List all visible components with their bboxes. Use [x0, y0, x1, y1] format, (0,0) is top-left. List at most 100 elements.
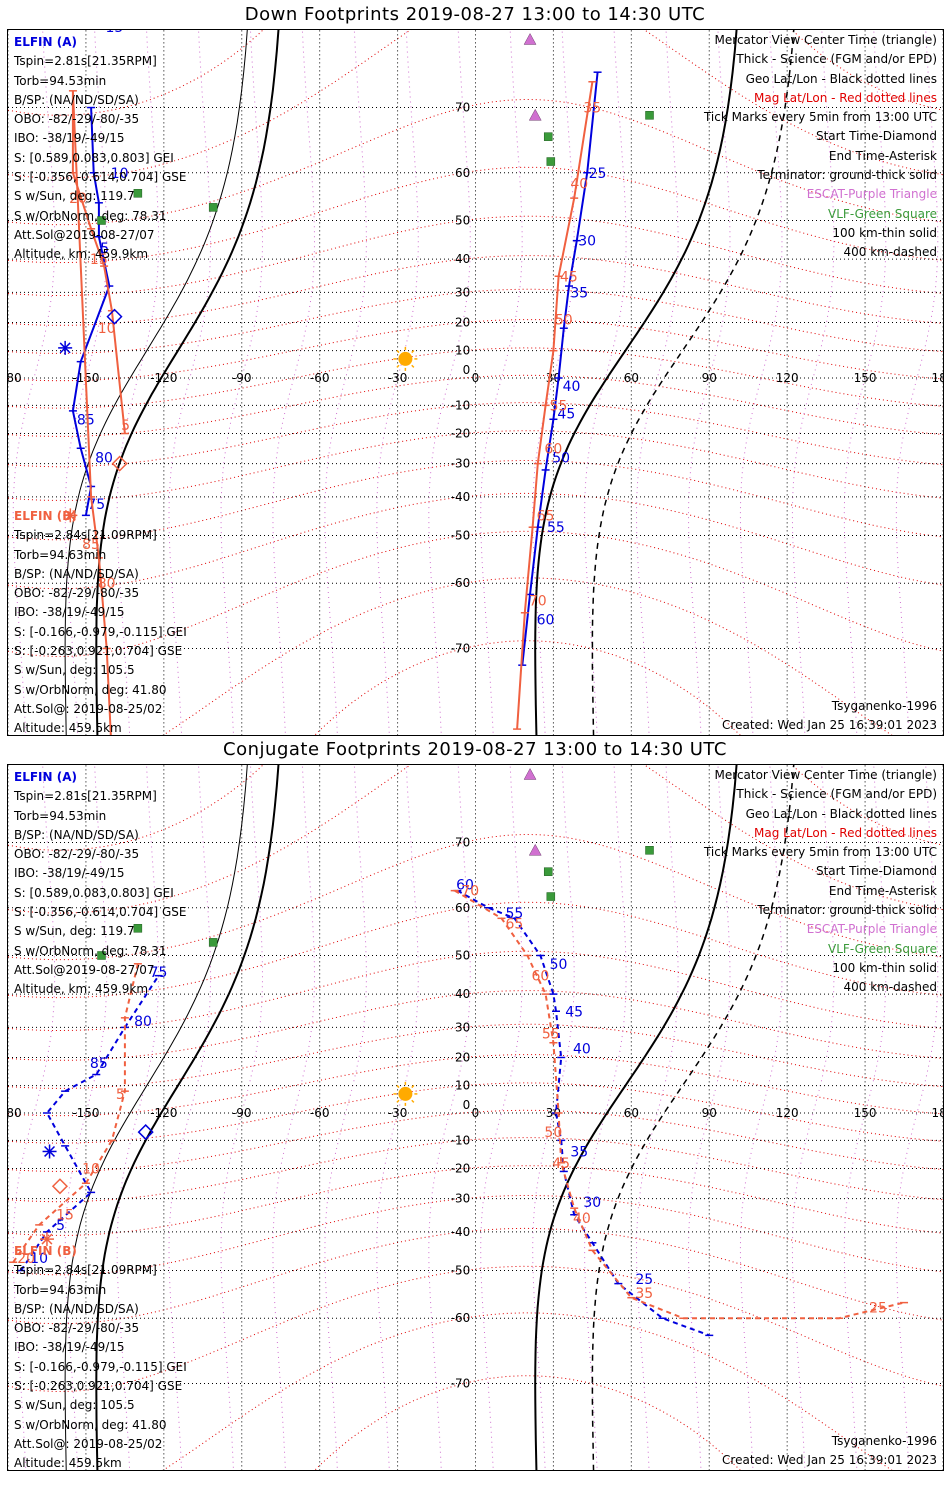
- info-line: OBO: -82/-29/-80/-35: [14, 586, 140, 601]
- legend-item: Terminator: ground-thick solid: [757, 903, 937, 918]
- x-tick-label: 150: [854, 1106, 877, 1120]
- track-time-label: 5: [56, 1218, 65, 1234]
- escat-triangle-marker: [523, 32, 537, 45]
- track-time-label: 50: [552, 450, 570, 466]
- legend-item: 100 km-thin solid: [832, 225, 937, 240]
- sun-ray: [396, 364, 400, 368]
- start-diamond-marker: [51, 1178, 69, 1195]
- mag-lat-line: [8, 765, 943, 914]
- track-time-label: 55: [550, 398, 568, 414]
- sun-ray: [411, 364, 415, 368]
- end-asterisk-marker: [41, 1233, 53, 1245]
- track-time-label: 60: [456, 878, 474, 894]
- info-line: Altitude: 459.5km: [14, 1456, 122, 1471]
- track-time-label: 15: [106, 30, 124, 36]
- vlf-square-marker: [97, 216, 106, 225]
- terminator-100km-line: [64, 765, 248, 1470]
- mag-lon-line: [428, 30, 471, 735]
- info-line: S: [-0.356,-0.614,0.704] GSE: [14, 170, 187, 185]
- elfin-b-info: ELFIN (B) Tspin=2.84s[21.09RPM] Torb=94.…: [14, 1242, 187, 1474]
- y-tick-label: 40: [455, 987, 470, 1001]
- model-label: Tsyganenko-1996: [831, 699, 937, 713]
- info-line: S w/Sun, deg: 119.7: [14, 189, 135, 204]
- track-time-label: 35: [570, 1144, 588, 1160]
- track-time-label: 60: [531, 969, 549, 985]
- mag-lon-line: [480, 765, 523, 1470]
- track-time-label: 65: [505, 916, 523, 932]
- info-line: Att.Sol@2019-08-27/07: [14, 227, 155, 242]
- mag-lat-line: [162, 577, 893, 735]
- y-tick-label: -50: [451, 529, 471, 543]
- info-line: S w/OrbNorm, deg: 41.80: [14, 1417, 167, 1432]
- map-layer: -180-150-120-90-60-300306090120150180-70…: [8, 30, 943, 735]
- info-line: S: [0.589,0.083,0.803] GEI: [14, 885, 174, 900]
- sun-ray: [396, 1099, 400, 1103]
- y-tick-label: 70: [455, 836, 470, 850]
- info-line: Altitude: 459.5km: [14, 721, 122, 736]
- info-line: S: [-0.166,-0.979,-0.115] GEI: [14, 624, 187, 639]
- track-time-label: 70: [529, 593, 547, 609]
- track-time-label: 40: [573, 1211, 591, 1227]
- track-time-label: 20: [17, 1251, 35, 1267]
- mag-lat-line: [8, 347, 943, 409]
- track-time-label: 85: [82, 537, 100, 553]
- track-time-label: 25: [869, 1301, 887, 1317]
- legend: Mercator View Center Time (triangle) Thi…: [704, 766, 937, 998]
- info-line: B/SP: (NA/ND/SD/SA): [14, 566, 139, 581]
- track-time-label: 10: [30, 1251, 48, 1267]
- x-tick-label: 90: [702, 371, 717, 385]
- y-tick-label: -60: [451, 1311, 471, 1325]
- track-time-label: 40: [573, 1042, 591, 1058]
- track-time-label: 25: [635, 1272, 653, 1288]
- footprint-track: [20, 889, 710, 1337]
- vlf-square-marker: [543, 132, 553, 141]
- info-line: S w/OrbNorm, deg: 78.31: [14, 943, 167, 958]
- vlf-square-marker: [208, 938, 218, 947]
- legend-item: ESCAT-Purple Triangle: [806, 187, 937, 202]
- conjugate-footprints-map: -180-150-120-90-60-300306090120150180-70…: [8, 765, 943, 1470]
- elfin-a-label: ELFIN (A): [14, 770, 77, 784]
- y-tick-label: 20: [455, 1050, 470, 1064]
- x-tick-label: 180: [932, 371, 943, 385]
- legend-item: Start Time-Diamond: [815, 864, 937, 879]
- track-time-label: 80: [134, 1014, 152, 1030]
- vlf-square-marker: [543, 867, 553, 876]
- track-time-label: 80: [95, 450, 113, 466]
- mag-lat-line: [8, 1109, 943, 1172]
- track-time-label: 45: [565, 1004, 583, 1020]
- track-time-label: 85: [77, 412, 95, 428]
- legend-item: Geo Lat/Lon - Black dotted lines: [745, 71, 937, 86]
- elfin-a-label: ELFIN (A): [14, 35, 77, 49]
- track-time-label: 50: [550, 957, 568, 973]
- info-line: S: [-0.166,-0.979,-0.115] GEI: [14, 1359, 187, 1374]
- terminator-100km-line: [64, 30, 248, 735]
- conjugate-footprints-panel: -180-150-120-90-60-300306090120150180-70…: [7, 764, 944, 1471]
- y-tick-label: -60: [451, 576, 471, 590]
- mag-lat-line: [8, 1165, 943, 1236]
- escat-triangle-marker: [523, 767, 537, 780]
- escat-triangle-marker: [528, 843, 542, 856]
- info-line: Torb=94.63min: [14, 547, 107, 562]
- y-tick-label: 0: [463, 363, 471, 377]
- legend-item: VLF-Green Square: [828, 941, 937, 956]
- track-time-label: 70: [461, 884, 479, 900]
- track-time-label: 25: [589, 166, 607, 182]
- y-tick-label: 0: [463, 1098, 471, 1112]
- map-layer: -180-150-120-90-60-300306090120150180-70…: [8, 765, 943, 1470]
- info-line: Tspin=2.81s[21.35RPM]: [14, 54, 157, 69]
- info-line: IBO: -38/19/-49/15: [14, 131, 125, 146]
- end-asterisk-marker: [64, 509, 76, 521]
- elfin-a-info: ELFIN (A) Tspin=2.81s[21.35RPM] Torb=94.…: [14, 768, 187, 1000]
- legend-item: Mag Lat/Lon - Red dotted lines: [753, 90, 937, 105]
- x-tick-label: -120: [150, 371, 177, 385]
- track-time-label: 10: [82, 1162, 100, 1178]
- mag-lat-line: [8, 98, 943, 226]
- x-tick-label: -120: [150, 1106, 177, 1120]
- info-line: S: [-0.263,0.921,0.704] GSE: [14, 1379, 183, 1394]
- sun-ray: [396, 1084, 400, 1089]
- x-tick-label: -30: [388, 1106, 408, 1120]
- track-time-label: 80: [98, 576, 116, 592]
- info-line: S w/Sun, deg: 105.5: [14, 1398, 135, 1413]
- track-time-label: 35: [570, 285, 588, 301]
- mag-lon-line: [428, 765, 471, 1470]
